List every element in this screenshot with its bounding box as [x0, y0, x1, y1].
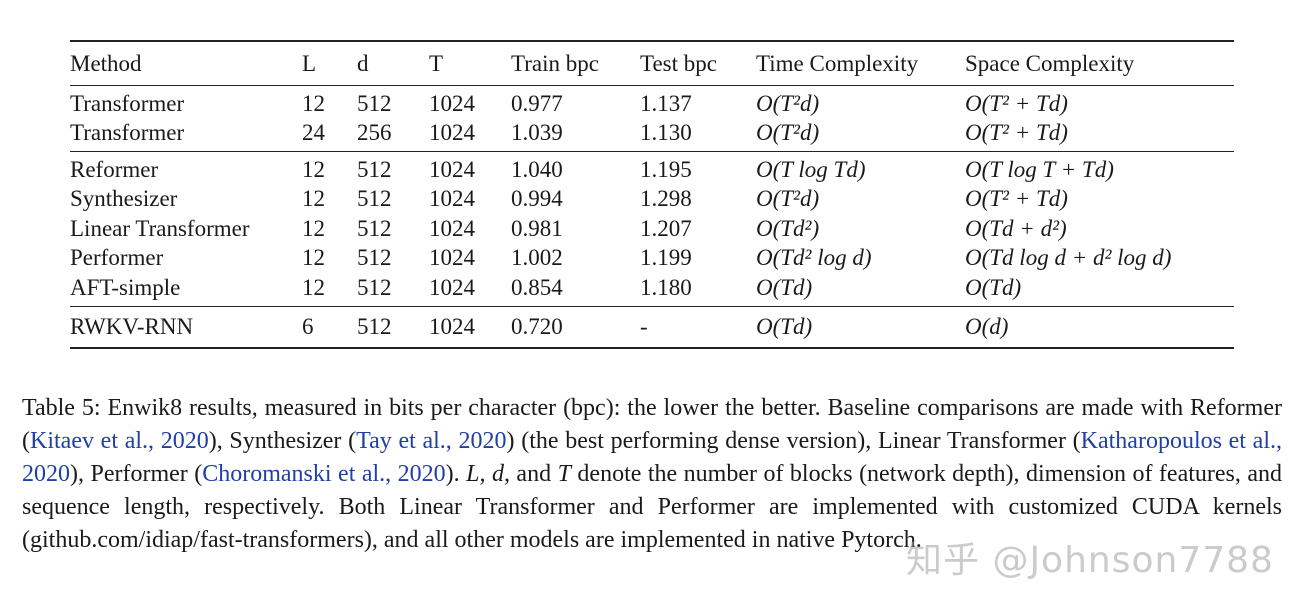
cell-method: Transformer: [70, 120, 185, 146]
cell-time-complexity: O(T²d): [756, 120, 820, 146]
table-row: AFT-simple 12 512 1024 0.854 1.180 O(Td)…: [70, 273, 1234, 306]
header-space-complexity: Space Complexity: [965, 50, 1135, 76]
caption-text: ), Performer (: [70, 461, 203, 487]
cell-space-complexity: O(d): [965, 313, 1009, 339]
cell-train-bpc: 1.002: [511, 245, 563, 271]
cell-method: Transformer: [70, 90, 185, 116]
cell-t: 1024: [429, 90, 475, 116]
cell-time-complexity: O(T log Td): [756, 156, 866, 182]
cell-d: 512: [357, 215, 392, 241]
cell-test-bpc: 1.298: [640, 186, 692, 212]
cell-method: RWKV-RNN: [70, 313, 194, 339]
cell-method: Performer: [70, 245, 164, 271]
table-caption: Table 5: Enwik8 results, measured in bit…: [22, 392, 1282, 557]
cell-d: 512: [357, 156, 392, 182]
cell-train-bpc: 0.854: [511, 274, 563, 300]
cell-train-bpc: 0.981: [511, 215, 563, 241]
cell-test-bpc: -: [640, 313, 648, 339]
cell-train-bpc: 0.994: [511, 186, 563, 212]
cell-test-bpc: 1.180: [640, 274, 692, 300]
cell-test-bpc: 1.195: [640, 156, 692, 182]
citation-link[interactable]: Kitaev et al., 2020: [30, 428, 209, 454]
cell-space-complexity: O(Td + d²): [965, 215, 1067, 241]
cell-d: 256: [357, 120, 392, 146]
caption-text: and: [509, 461, 558, 487]
header-test-bpc: Test bpc: [640, 50, 717, 76]
cell-method: Reformer: [70, 156, 159, 182]
table-row: Linear Transformer 12 512 1024 0.981 1.2…: [70, 214, 1234, 244]
results-table: Method L d T Train bpc Test bpc Time Com…: [70, 40, 1234, 349]
cell-time-complexity: O(T²d): [756, 90, 820, 116]
caption-math: L, d,: [466, 461, 510, 487]
cell-space-complexity: O(Td log d + d² log d): [965, 245, 1172, 271]
cell-t: 1024: [429, 245, 475, 271]
table-row: Performer 12 512 1024 1.002 1.199 O(Td² …: [70, 244, 1234, 274]
cell-space-complexity: O(Td): [965, 274, 1022, 300]
cell-l: 12: [302, 90, 325, 116]
header-t: T: [429, 50, 444, 76]
cell-l: 12: [302, 186, 325, 212]
cell-l: 12: [302, 274, 325, 300]
cell-time-complexity: O(T²d): [756, 186, 820, 212]
caption-math: T: [557, 461, 571, 487]
cell-space-complexity: O(T² + Td): [965, 90, 1068, 116]
caption-text: denote the number of blocks (network dep…: [22, 461, 1283, 553]
cell-time-complexity: O(Td² log d): [756, 245, 872, 271]
table-row: Reformer 12 512 1024 1.040 1.195 O(T log…: [70, 151, 1234, 185]
cell-d: 512: [357, 274, 392, 300]
table-row: Transformer 12 512 1024 0.977 1.137 O(T²…: [70, 85, 1234, 119]
cell-t: 1024: [429, 156, 475, 182]
cell-train-bpc: 0.977: [511, 90, 563, 116]
header-time-complexity: Time Complexity: [756, 50, 919, 76]
cell-space-complexity: O(T² + Td): [965, 186, 1068, 212]
cell-time-complexity: O(Td²): [756, 215, 820, 241]
cell-space-complexity: O(T log T + Td): [965, 156, 1114, 182]
cell-train-bpc: 0.720: [511, 313, 563, 339]
cell-time-complexity: O(Td): [756, 313, 813, 339]
header-train-bpc: Train bpc: [511, 50, 599, 76]
cell-d: 512: [357, 186, 392, 212]
table-header-row: Method L d T Train bpc Test bpc Time Com…: [70, 41, 1234, 86]
citation-link[interactable]: Choromanski et al., 2020: [202, 461, 446, 487]
cell-train-bpc: 1.040: [511, 156, 563, 182]
table-row: Synthesizer 12 512 1024 0.994 1.298 O(T²…: [70, 185, 1234, 215]
table-row: RWKV-RNN 6 512 1024 0.720 - O(Td) O(d): [70, 306, 1234, 348]
cell-train-bpc: 1.039: [511, 120, 563, 146]
cell-l: 6: [302, 313, 314, 339]
cell-test-bpc: 1.137: [640, 90, 692, 116]
cell-d: 512: [357, 90, 392, 116]
watermark: 知乎 @Johnson7788: [906, 540, 1274, 581]
cell-t: 1024: [429, 120, 475, 146]
cell-test-bpc: 1.199: [640, 245, 692, 271]
cell-l: 12: [302, 245, 325, 271]
cell-d: 512: [357, 245, 392, 271]
caption-text: ) (the best performing dense version), L…: [506, 428, 1081, 454]
results-table-container: Method L d T Train bpc Test bpc Time Com…: [70, 40, 1234, 349]
table-row: Transformer 24 256 1024 1.039 1.130 O(T²…: [70, 119, 1234, 152]
cell-l: 12: [302, 215, 325, 241]
cell-t: 1024: [429, 313, 475, 339]
citation-link[interactable]: Katharopoulos et al., 2020: [22, 428, 1282, 487]
header-d: d: [357, 50, 369, 76]
cell-method: AFT-simple: [70, 274, 181, 300]
cell-t: 1024: [429, 274, 475, 300]
cell-d: 512: [357, 313, 392, 339]
cell-method: Synthesizer: [70, 186, 178, 212]
citation-link[interactable]: Tay et al., 2020: [356, 428, 507, 454]
cell-l: 24: [302, 120, 325, 146]
caption-text: ), Synthesizer (: [208, 428, 357, 454]
header-method: Method: [70, 50, 142, 76]
cell-l: 12: [302, 156, 325, 182]
cell-test-bpc: 1.207: [640, 215, 692, 241]
caption-text: ).: [445, 461, 467, 487]
caption-text: Table 5: Enwik8 results, measured in bit…: [22, 395, 1282, 454]
cell-time-complexity: O(Td): [756, 274, 813, 300]
cell-test-bpc: 1.130: [640, 120, 692, 146]
cell-t: 1024: [429, 215, 475, 241]
header-l: L: [302, 50, 317, 76]
cell-space-complexity: O(T² + Td): [965, 120, 1068, 146]
cell-method: Linear Transformer: [70, 215, 250, 241]
cell-t: 1024: [429, 186, 475, 212]
